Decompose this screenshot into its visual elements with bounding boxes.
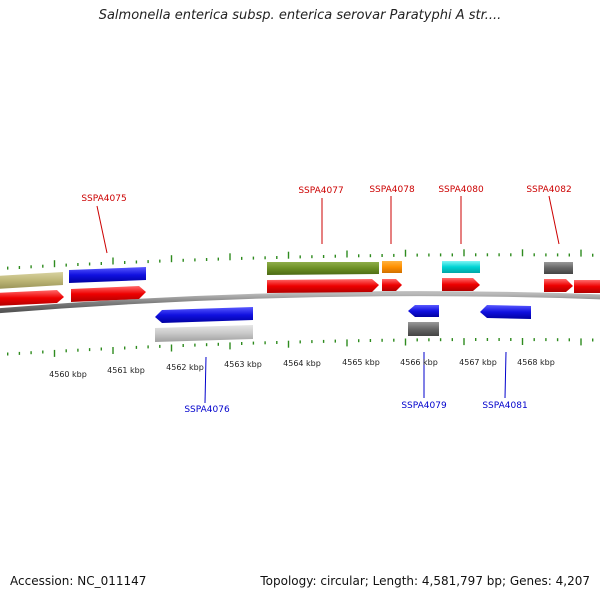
kbp-label: 4568 kbp [517,358,555,367]
feature-blue-top [69,267,146,283]
genome-summary: Topology: circular; Length: 4,581,797 bp… [260,574,590,588]
cds-forward [267,279,379,293]
cds-reverse [480,305,531,319]
kbp-label: 4567 kbp [459,358,497,367]
cds-forward [71,286,146,302]
cds-reverse [408,305,439,317]
cds-forward [0,290,64,306]
genome-backbone [0,291,600,314]
feature-gray-top [544,262,573,274]
cds-forward [442,278,480,291]
feature-orange [382,261,402,273]
feature-lightgray [155,325,253,342]
tick-track-top [6,249,594,270]
kbp-label: 4560 kbp [49,370,87,379]
kbp-label: 4562 kbp [166,363,204,372]
kbp-label: 4563 kbp [224,360,262,369]
accession-label: Accession: NC_011147 [10,574,147,588]
feature-gray-bottom [408,322,439,336]
bottom-label-connectors [204,351,507,404]
gene-label-top: SSPA4078 [369,185,415,195]
gene-label-bottom: SSPA4079 [401,401,447,411]
feature-khaki [0,272,63,289]
gene-label-top: SSPA4077 [298,186,343,196]
feature-cyan [442,261,480,273]
gene-label-bottom: SSPA4081 [482,401,527,411]
kbp-label: 4566 kbp [400,358,438,367]
kbp-label: 4565 kbp [342,358,380,367]
kbp-label: 4564 kbp [283,359,321,368]
gene-label-bottom: SSPA4076 [184,405,230,415]
gene-label-top: SSPA4082 [526,185,571,195]
tick-track-bottom [6,338,594,357]
gene-label-top: SSPA4080 [438,185,484,195]
cds-reverse [155,307,253,323]
cds-forward [544,279,573,292]
feature-olive [267,262,379,275]
cds-forward [382,279,402,291]
map-title: Salmonella enterica subsp. enterica sero… [98,8,502,23]
kbp-label: 4561 kbp [107,366,145,375]
top-label-connectors [96,195,560,254]
cds-forward [574,280,600,293]
gene-label-top: SSPA4075 [81,194,126,204]
